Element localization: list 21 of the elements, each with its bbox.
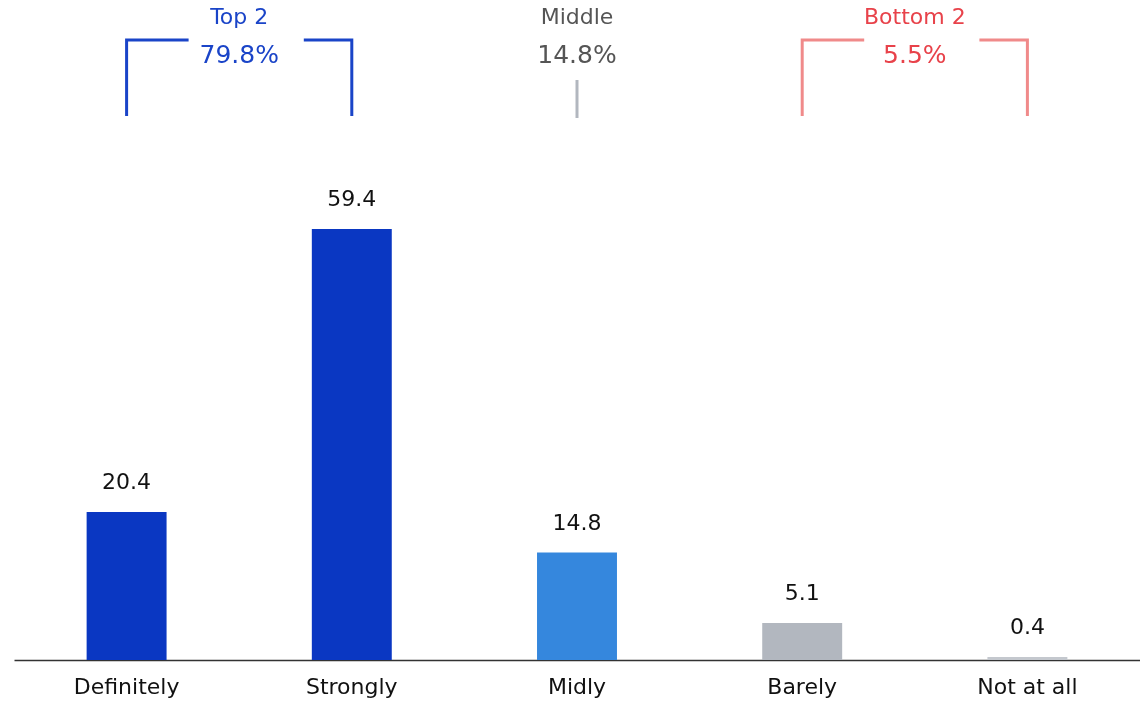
data-label: 5.1 xyxy=(784,579,820,605)
x-tick-label: Barely xyxy=(767,673,838,699)
x-tick-label: Definitely xyxy=(73,673,180,699)
x-tick-label: Not at all xyxy=(977,673,1078,699)
text: Top 2 xyxy=(210,4,269,29)
x-tick-label: Strongly xyxy=(305,673,398,699)
bar xyxy=(537,552,617,660)
bar xyxy=(86,511,167,660)
bar xyxy=(987,657,1068,660)
data-label: 20.4 xyxy=(102,468,152,494)
text: Bottom 2 xyxy=(863,4,966,29)
text: Middle xyxy=(540,4,614,29)
data-label: 14.8 xyxy=(552,509,602,535)
text: 79.8% xyxy=(199,40,279,69)
text: 14.8% xyxy=(537,40,617,69)
data-label: 59.4 xyxy=(327,186,377,211)
data-label: 0.4 xyxy=(1009,614,1045,640)
bar xyxy=(311,229,392,660)
text: 5.5% xyxy=(883,40,947,69)
bar xyxy=(762,622,843,660)
x-tick-label: Midly xyxy=(547,673,607,699)
